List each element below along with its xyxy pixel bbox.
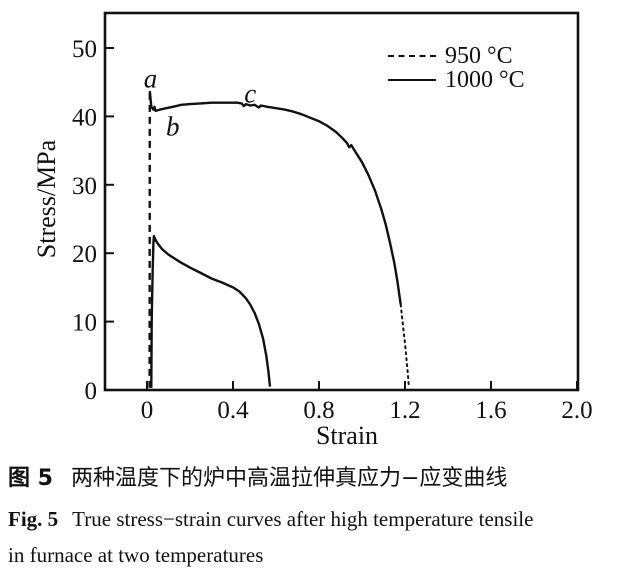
series-curve-1000 xyxy=(150,234,272,388)
caption-english-line2: in furnace at two temperatures xyxy=(8,543,264,567)
legend: 950 °C 1000 °C xyxy=(388,42,525,93)
caption-zh-text: 两种温度下的炉中高温拉伸真应力−应变曲线 xyxy=(70,466,508,491)
annotation-b: b xyxy=(166,111,180,142)
caption-zh-label: 图 5 xyxy=(8,466,53,491)
caption-en-label: Fig. 5 xyxy=(8,507,59,531)
y-tick-label: 0 xyxy=(85,378,98,405)
y-tick-label: 50 xyxy=(72,36,97,63)
dashed-line-sample xyxy=(388,55,436,57)
y-tick-label: 20 xyxy=(72,241,97,268)
plot-frame xyxy=(103,11,580,392)
x-tick-label: 0.4 xyxy=(217,397,249,424)
y-tick-label: 10 xyxy=(72,310,97,337)
figure-caption: 图 5 两种温度下的炉中高温拉伸真应力−应变曲线 Fig. 5 True stres… xyxy=(8,460,620,568)
x-axis-title: Strain xyxy=(315,421,379,450)
legend-entry-1000: 1000 °C xyxy=(388,66,525,93)
caption-chinese: 图 5 两种温度下的炉中高温拉伸真应力−应变曲线 xyxy=(8,460,620,492)
annotation-a: a xyxy=(143,63,158,94)
plot-svg: 0 0.4 0.8 1.2 1.6 2.0 0 10 20 30 40 50 xyxy=(72,11,593,424)
series-curve-950 xyxy=(148,90,402,305)
legend-entry-950: 950 °C xyxy=(388,42,525,69)
x-tick-label: 1.2 xyxy=(389,397,420,424)
legend-label: 1000 °C xyxy=(445,66,525,93)
legend-label: 950 °C xyxy=(445,42,513,69)
caption-en-text: True stress−strain curves after high tem… xyxy=(72,507,534,531)
y-tick-label: 30 xyxy=(72,173,97,200)
y-axis-title: Stress/MPa xyxy=(32,139,61,259)
x-tick-label: 0.8 xyxy=(303,397,334,424)
x-tick-label: 1.6 xyxy=(475,397,506,424)
annotation-c: c xyxy=(244,78,257,109)
y-tick-label: 40 xyxy=(72,104,97,131)
caption-english-line1: Fig. 5 True stress−strain curves after hi… xyxy=(8,507,620,532)
x-tick-label: 2.0 xyxy=(561,397,592,424)
series-curve-950 xyxy=(399,303,410,389)
solid-line-sample xyxy=(388,79,436,81)
x-tick-label: 0 xyxy=(141,397,154,424)
chart: 0 0.4 0.8 1.2 1.6 2.0 0 10 20 30 40 50 Stress/MPa S… xyxy=(32,11,593,450)
